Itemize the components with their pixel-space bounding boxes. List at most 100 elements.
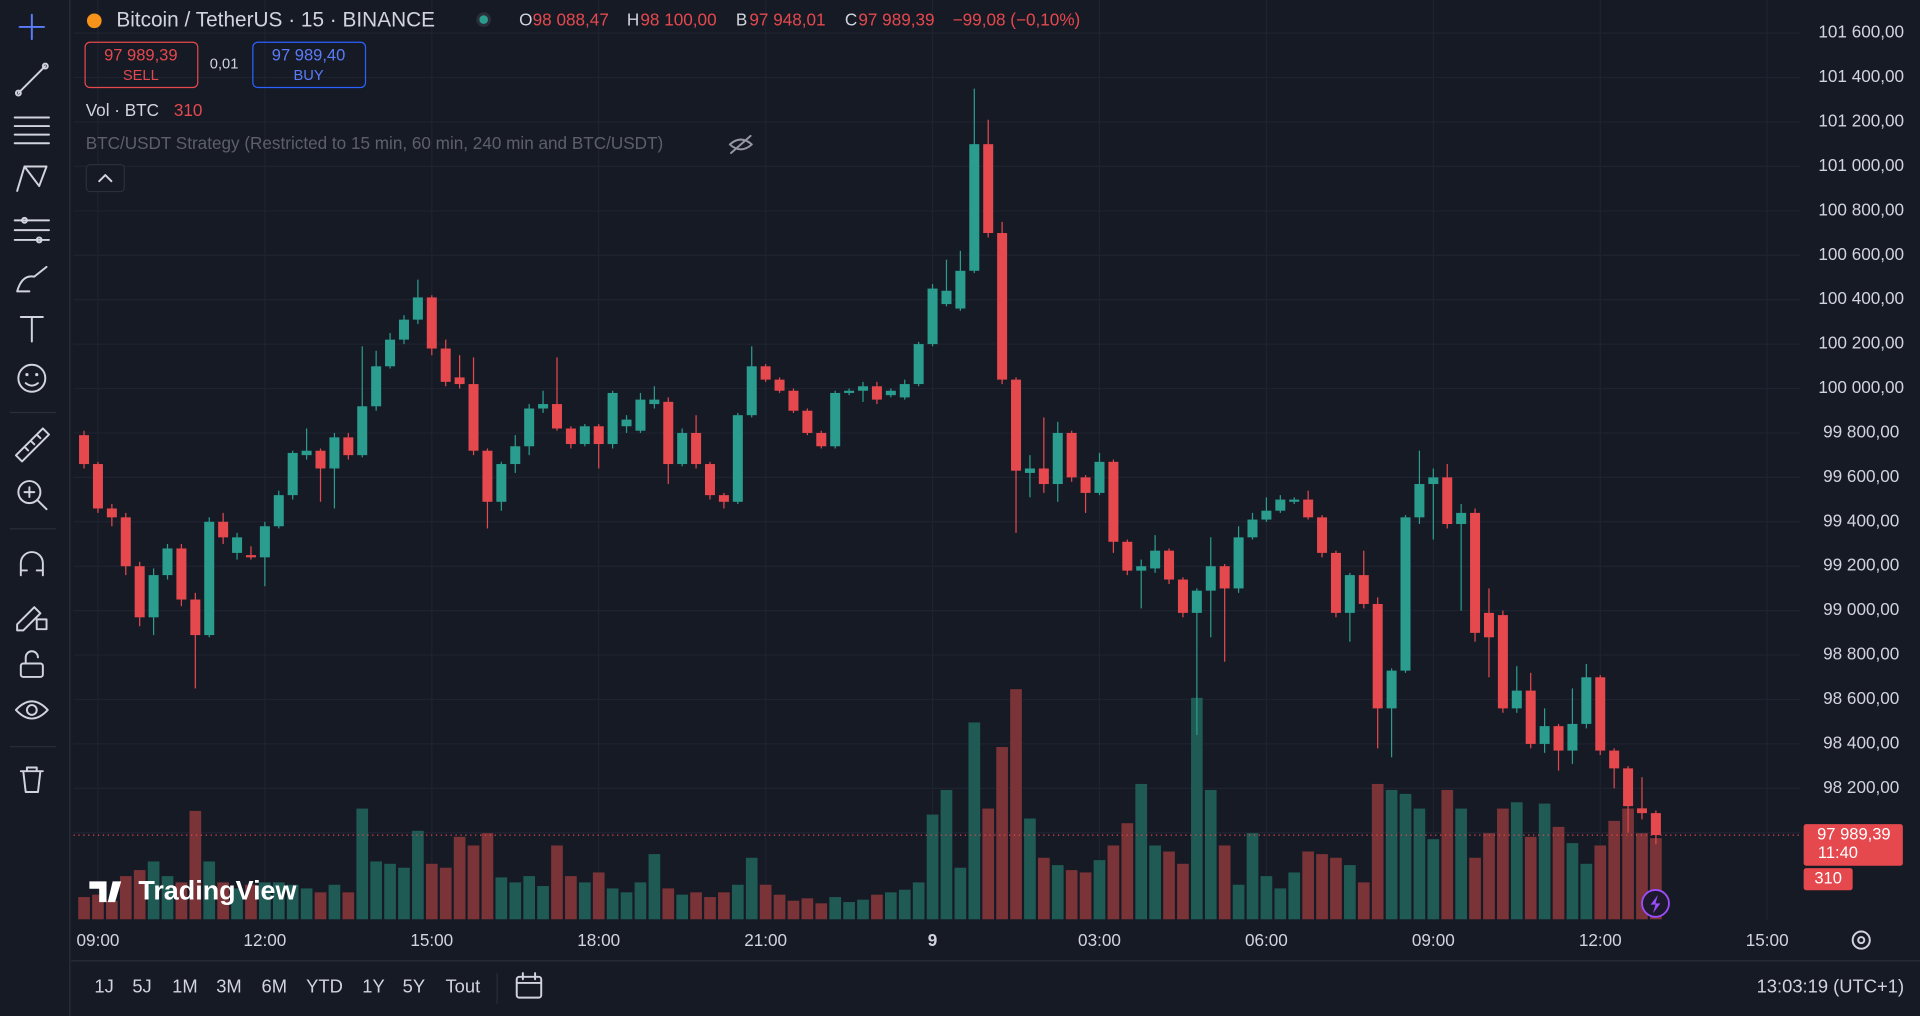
drawing-mode-tool[interactable] [16, 606, 48, 632]
lock-tool[interactable] [19, 650, 44, 678]
sell-button[interactable] [84, 41, 199, 89]
volume-bar [1608, 820, 1621, 920]
text-tool[interactable] [19, 316, 44, 343]
candle-body [774, 379, 785, 391]
collapse-icon [98, 174, 113, 183]
hide-strategy[interactable] [728, 134, 753, 154]
buy-button[interactable] [252, 41, 367, 89]
pattern-tool[interactable] [16, 165, 48, 192]
candle-body [551, 404, 562, 429]
date-range-button[interactable] [515, 972, 543, 999]
range-button[interactable]: Tout [446, 976, 481, 997]
zoom-tool[interactable] [17, 480, 48, 511]
candle-body [1344, 575, 1355, 613]
candle-body [649, 399, 660, 405]
volume-bar [1344, 865, 1356, 920]
alert-button[interactable] [1641, 889, 1670, 918]
ruler-tool[interactable] [14, 427, 50, 463]
volume-bar [481, 833, 494, 920]
volume-bar [495, 877, 508, 920]
candles [79, 88, 1661, 845]
candle-body [1414, 484, 1425, 518]
range-button[interactable]: 1Y [362, 976, 384, 997]
volume-bar [954, 867, 967, 920]
volume-bar [634, 882, 647, 920]
volume-bar [745, 857, 758, 920]
collapse-button[interactable] [85, 164, 125, 193]
candle-body [259, 526, 270, 558]
range-button[interactable]: 1J [94, 976, 113, 997]
candle-body [1511, 690, 1522, 709]
candle-body [1080, 477, 1091, 493]
volume-bar [648, 854, 661, 920]
clock: 13:03:19 (UTC+1) [1757, 976, 1904, 997]
volume-bar [231, 888, 243, 920]
candle-body [885, 390, 896, 396]
volume-bar [92, 894, 104, 920]
candle-body [1011, 379, 1022, 471]
y-tick-label: 99 600,00 [1823, 466, 1899, 486]
candle-body [1052, 432, 1063, 485]
ohlc-value: 98 100,00 [640, 9, 716, 29]
candle-body [1372, 603, 1383, 709]
range-button[interactable]: 5Y [403, 976, 425, 997]
volume-bar [773, 894, 786, 920]
volume-bar [940, 789, 953, 920]
brush-tool[interactable] [16, 265, 48, 293]
volume-bar [1093, 860, 1106, 920]
volume-bar [161, 876, 174, 920]
volume-bar [1288, 872, 1301, 920]
candle-body [148, 575, 159, 618]
volume-bar [982, 808, 995, 920]
volume-bar [968, 722, 981, 920]
y-tick-label: 99 800,00 [1823, 421, 1899, 441]
y-tick-label: 101 400,00 [1818, 66, 1904, 86]
fib-tool[interactable] [13, 116, 50, 145]
volume-bar [1371, 783, 1384, 920]
candle-body [1595, 677, 1606, 751]
sell-price: 97 989,39 [104, 46, 177, 65]
settings-button[interactable] [1851, 930, 1871, 950]
visibility-tool[interactable] [14, 700, 49, 720]
candle-body [106, 508, 117, 518]
candle-body [1442, 477, 1453, 525]
volume-bar [843, 902, 855, 920]
symbol-title[interactable]: Bitcoin / TetherUS · 15 · BINANCE [116, 8, 435, 31]
volume-bar [259, 882, 271, 920]
range-button[interactable]: 1M [172, 976, 198, 997]
candle-body [454, 377, 465, 385]
volume-bar [926, 814, 939, 920]
volume-bar [453, 836, 466, 920]
crosshair-tool[interactable] [18, 13, 46, 41]
range-buttons: 1J 5J 1M 3M 6M YTD 1Y 5Y Tout [94, 976, 480, 997]
x-tick-label: 09:00 [1412, 930, 1455, 950]
range-button[interactable]: 6M [262, 976, 288, 997]
candle-body [1330, 552, 1341, 613]
y-tick-label: 98 600,00 [1823, 688, 1899, 708]
emoji-tool[interactable] [17, 363, 47, 393]
range-button[interactable]: 5J [132, 976, 151, 997]
volume-bar [1274, 888, 1287, 920]
volume-bar [439, 867, 452, 920]
volume-bar [537, 886, 549, 920]
volume-bars [78, 689, 1662, 920]
volume-bar [1163, 851, 1175, 920]
volume-value-box [1803, 868, 1853, 891]
volume-bar [147, 861, 160, 920]
range-button[interactable]: YTD [306, 976, 343, 997]
projection-tool[interactable] [13, 216, 50, 244]
volume-bar [1580, 863, 1593, 920]
magnet-tool[interactable] [19, 551, 44, 577]
delete-tool[interactable] [19, 766, 44, 793]
range-button[interactable]: 3M [216, 976, 242, 997]
candle-body [1358, 575, 1369, 604]
volume-bar [425, 863, 438, 920]
volume-bar [1191, 697, 1203, 920]
candle-body [496, 464, 507, 502]
trend-line-tool[interactable] [14, 62, 49, 97]
volume-bar [1483, 833, 1495, 920]
y-tick-label: 101 600,00 [1818, 22, 1904, 42]
candle-body [232, 537, 243, 553]
volume-legend-value: 310 [174, 100, 203, 120]
